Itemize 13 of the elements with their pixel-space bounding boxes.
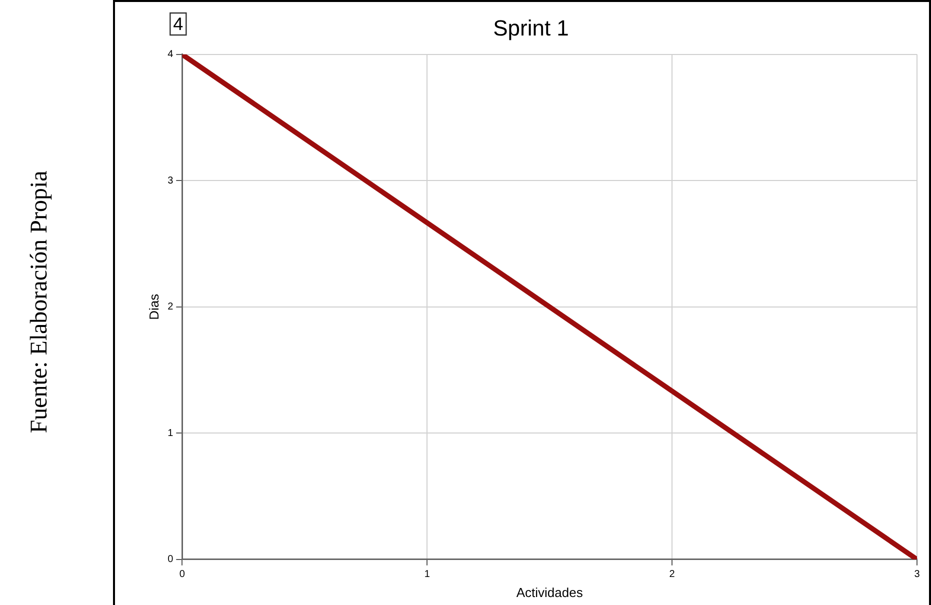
x-axis-title: Actividades (516, 584, 584, 600)
y-tick-label: 3 (168, 175, 174, 186)
y-axis-title: Dias (146, 293, 162, 320)
y-tick-label: 1 (168, 428, 174, 439)
x-tick-label: 0 (179, 569, 186, 580)
x-tick-label: 2 (669, 569, 676, 580)
y-tick-label: 4 (168, 49, 174, 60)
x-tick-label: 3 (914, 569, 920, 580)
y-tick-label: 0 (168, 554, 174, 566)
source-note: Fuente: Elaboración Propia (26, 170, 54, 434)
x-tick-label: 1 (424, 569, 430, 580)
chart-title: Sprint 1 (493, 15, 569, 40)
y-tick-label: 2 (168, 302, 174, 313)
